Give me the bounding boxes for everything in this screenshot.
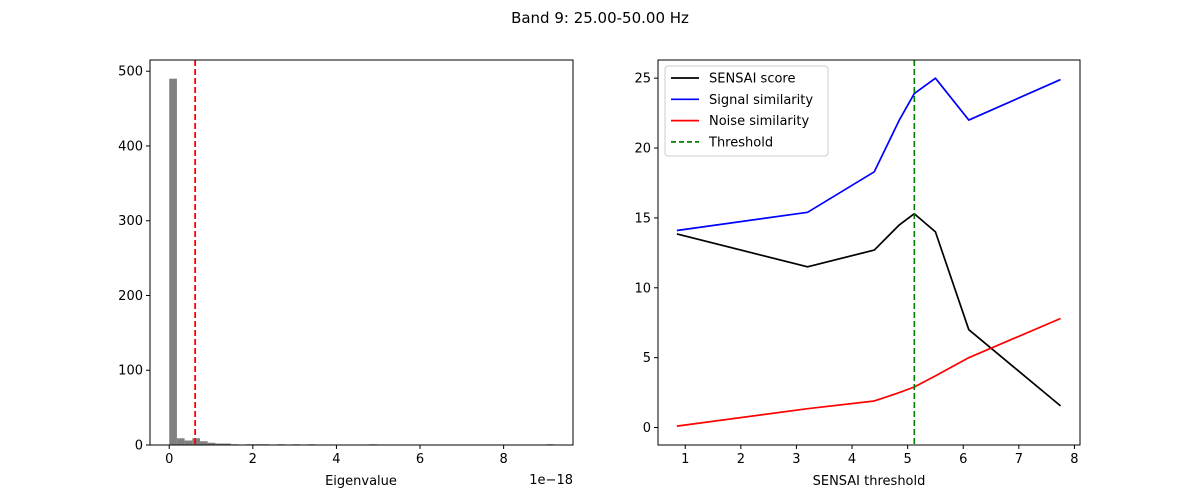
line-chart-panel: 1 2 3 4 5 6 7 8 0 5 10 15 20 25 SENSAI threshold SEN…	[634, 59, 1081, 489]
legend-box	[664, 65, 829, 157]
histogram-y-tick-label: 300	[118, 214, 143, 229]
histogram-bar	[223, 443, 231, 445]
figure-title: Band 9: 25.00-50.00 Hz	[511, 9, 689, 27]
line-chart-y-tick-label: 15	[634, 211, 651, 226]
line-chart-y-tick-label: 25	[634, 72, 651, 87]
histogram-x-tick-label: 0	[165, 452, 173, 467]
line-chart-y-tick-label: 5	[643, 351, 651, 366]
line-chart-x-ticks: 1 2 3 4 5 6 7 8	[681, 445, 1079, 467]
line-chart-series	[676, 77, 1062, 427]
line-chart-x-tick-label: 8	[1070, 452, 1078, 467]
histogram-x-tick-label: 2	[249, 452, 257, 467]
series-line-noise-similarity	[676, 317, 1061, 427]
histogram-bar	[176, 438, 185, 445]
line-chart-y-ticks: 0 5 10 15 20 25	[634, 72, 658, 436]
line-chart-y-tick-label: 10	[634, 281, 651, 296]
histogram-x-tick-label: 6	[416, 452, 424, 467]
line-chart-x-tick-label: 6	[959, 452, 967, 467]
line-chart-x-tick-label: 2	[737, 452, 745, 467]
legend-items: SENSAI score Signal similarity Noise simil…	[671, 72, 813, 150]
histogram-x-ticks: 0 2 4 6 8	[165, 445, 508, 467]
legend-label: Signal similarity	[709, 93, 813, 108]
histogram-x-offset-text: 1e−18	[529, 473, 573, 488]
line-chart-axes-frame	[657, 59, 1081, 446]
histogram-bar	[192, 438, 200, 445]
histogram-y-ticks: 0 100 200 300 400 500	[118, 65, 150, 454]
legend: SENSAI score Signal similarity Noise simil…	[664, 65, 829, 157]
series-line-sensai-score	[676, 212, 1062, 407]
line-chart-x-label: SENSAI threshold	[813, 474, 926, 489]
histogram-bar	[215, 443, 224, 445]
histogram-bar	[184, 440, 193, 445]
histogram-y-tick-label: 0	[135, 439, 143, 454]
histogram-bar	[169, 78, 177, 445]
line-chart-x-tick-label: 1	[681, 452, 689, 467]
line-chart-y-tick-label: 20	[634, 142, 651, 157]
legend-label: SENSAI score	[709, 72, 795, 87]
line-chart-x-tick-label: 5	[904, 452, 912, 467]
line-chart-x-tick-label: 7	[1015, 452, 1023, 467]
histogram-y-tick-label: 400	[118, 139, 143, 154]
line-chart-y-tick-label: 0	[643, 421, 651, 436]
histogram-bars	[169, 78, 554, 445]
histogram-x-tick-label: 4	[332, 452, 340, 467]
series-line-signal-similarity	[676, 77, 1061, 232]
histogram-bar	[207, 442, 216, 445]
histogram-y-tick-label: 100	[118, 364, 143, 379]
legend-label: Threshold	[708, 135, 773, 150]
histogram-y-tick-label: 500	[118, 65, 143, 80]
histogram-axes-frame	[149, 59, 574, 446]
histogram-panel: 0 2 4 6 8 0 100 200 300 400 500 Eigenvalue 1e−18	[118, 59, 574, 489]
histogram-bar	[199, 441, 208, 445]
histogram-x-tick-label: 8	[499, 452, 507, 467]
histogram-x-label: Eigenvalue	[325, 474, 397, 489]
histogram-y-tick-label: 200	[118, 289, 143, 304]
line-chart-x-tick-label: 4	[848, 452, 856, 467]
line-chart-x-tick-label: 3	[792, 452, 800, 467]
legend-label: Noise similarity	[709, 114, 809, 129]
